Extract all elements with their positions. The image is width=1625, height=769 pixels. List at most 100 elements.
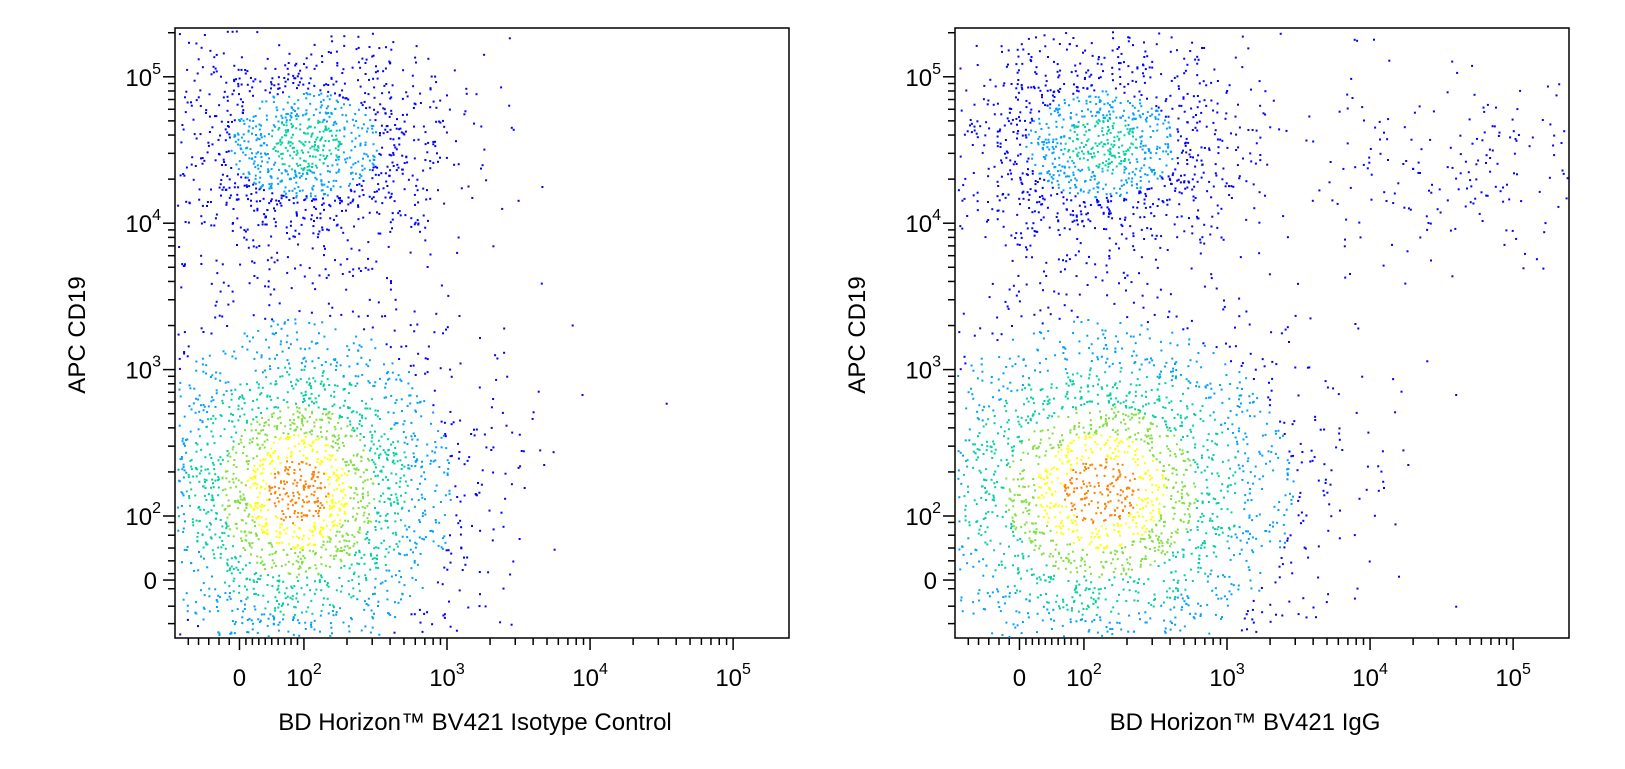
event-point: [223, 186, 225, 188]
event-point: [288, 374, 290, 376]
event-point: [278, 121, 280, 123]
event-point: [191, 164, 193, 166]
event-point: [1000, 113, 1002, 115]
event-point: [1201, 177, 1203, 179]
event-point: [343, 405, 345, 407]
event-point: [350, 596, 352, 598]
event-point: [1030, 389, 1032, 391]
event-point: [385, 453, 387, 455]
event-point: [178, 334, 180, 336]
event-point: [1107, 130, 1109, 132]
event-point: [1014, 161, 1016, 163]
event-point: [312, 550, 314, 552]
event-point: [298, 622, 300, 624]
event-point: [273, 412, 275, 414]
event-point: [361, 400, 363, 402]
event-point: [359, 590, 361, 592]
event-point: [327, 170, 329, 172]
event-point: [322, 149, 324, 151]
event-point: [1140, 105, 1142, 107]
event-point: [357, 350, 359, 352]
event-point: [391, 472, 393, 474]
event-point: [329, 315, 331, 317]
event-point: [1198, 217, 1200, 219]
event-point: [1171, 36, 1173, 38]
event-point: [293, 434, 295, 436]
event-point: [253, 245, 255, 247]
event-point: [263, 213, 265, 215]
event-point: [361, 374, 363, 376]
event-point: [315, 589, 317, 591]
event-point: [358, 135, 360, 137]
event-point: [326, 501, 328, 503]
event-point: [264, 568, 266, 570]
event-point: [1059, 43, 1061, 45]
event-point: [1091, 176, 1093, 178]
event-point: [1057, 76, 1059, 78]
event-point: [243, 140, 245, 142]
event-point: [378, 174, 380, 176]
event-point: [197, 569, 199, 571]
event-point: [304, 486, 306, 488]
event-point: [393, 412, 395, 414]
event-point: [283, 549, 285, 551]
event-point: [1017, 155, 1019, 157]
event-point: [410, 252, 412, 254]
event-point: [375, 119, 377, 121]
event-point: [300, 428, 302, 430]
event-point: [305, 480, 307, 482]
event-point: [358, 563, 360, 565]
event-point: [1106, 193, 1108, 195]
event-point: [381, 315, 383, 317]
event-point: [232, 230, 234, 232]
event-point: [323, 99, 325, 101]
event-point: [274, 126, 276, 128]
event-point: [297, 561, 299, 563]
event-point: [1205, 84, 1207, 86]
event-point: [287, 113, 289, 115]
event-point: [1057, 219, 1059, 221]
event-point: [1118, 469, 1120, 471]
event-point: [1101, 130, 1103, 132]
event-point: [274, 486, 276, 488]
event-point: [308, 126, 310, 128]
event-point: [961, 110, 963, 112]
event-point: [259, 424, 261, 426]
event-point: [290, 548, 292, 550]
event-point: [1190, 156, 1192, 158]
event-point: [356, 411, 358, 413]
event-point: [1167, 147, 1169, 149]
event-point: [1142, 145, 1144, 147]
event-point: [276, 383, 278, 385]
event-point: [255, 125, 257, 127]
event-point: [249, 477, 251, 479]
event-point: [274, 477, 276, 479]
event-point: [305, 109, 307, 111]
event-point: [248, 460, 250, 462]
event-point: [317, 233, 319, 235]
event-point: [337, 477, 339, 479]
event-point: [262, 480, 264, 482]
event-point: [991, 382, 993, 384]
event-point: [1063, 119, 1065, 121]
event-point: [297, 107, 299, 109]
event-point: [271, 416, 273, 418]
event-point: [346, 552, 348, 554]
event-point: [1106, 265, 1108, 267]
event-point: [1212, 122, 1214, 124]
event-point: [270, 448, 272, 450]
event-point: [400, 214, 402, 216]
event-point: [252, 127, 254, 129]
event-point: [209, 116, 211, 118]
event-point: [439, 157, 441, 159]
event-point: [265, 68, 267, 70]
event-point: [1131, 128, 1133, 130]
event-point: [1048, 149, 1050, 151]
event-point: [286, 587, 288, 589]
event-point: [1237, 104, 1239, 106]
event-point: [278, 591, 280, 593]
event-point: [1152, 504, 1154, 506]
event-point: [340, 264, 342, 266]
event-point: [1095, 142, 1097, 144]
event-point: [1016, 214, 1018, 216]
